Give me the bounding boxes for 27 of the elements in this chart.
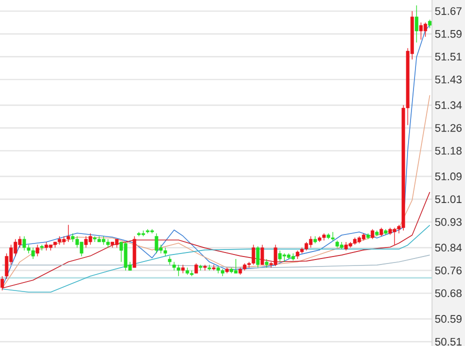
candlestick (370, 228, 374, 240)
candlestick (198, 264, 202, 271)
y-tick-label: 50.76 (435, 266, 462, 274)
candlestick (36, 244, 40, 257)
y-tick-label: 51.18 (435, 146, 462, 155)
candlestick (256, 246, 260, 268)
candlestick (0, 276, 4, 291)
candlestick (194, 262, 198, 274)
y-tick-label: 51.67 (435, 7, 462, 15)
y-tick-label: 50.51 (435, 338, 462, 346)
y-tick-label: 51.01 (435, 195, 462, 204)
y-tick-label: 51.59 (435, 30, 462, 38)
y-tick-label: 50.68 (435, 289, 462, 298)
y-tick-label: 50.93 (435, 218, 462, 226)
y-tick-label: 51.51 (435, 52, 462, 61)
y-tick-label: 51.26 (435, 124, 462, 132)
candlestick (414, 5, 418, 43)
line-series (2, 192, 430, 289)
candlestick (278, 250, 282, 262)
candlestick (203, 264, 207, 271)
y-tick-label: 51.09 (435, 172, 462, 180)
y-tick-label: 51.43 (435, 76, 462, 84)
line-series (2, 94, 430, 289)
y-tick-label: 50.59 (435, 315, 462, 323)
y-tick-label: 51.34 (435, 101, 462, 110)
y-tick-label: 50.84 (435, 244, 462, 252)
candlestick (260, 244, 264, 266)
